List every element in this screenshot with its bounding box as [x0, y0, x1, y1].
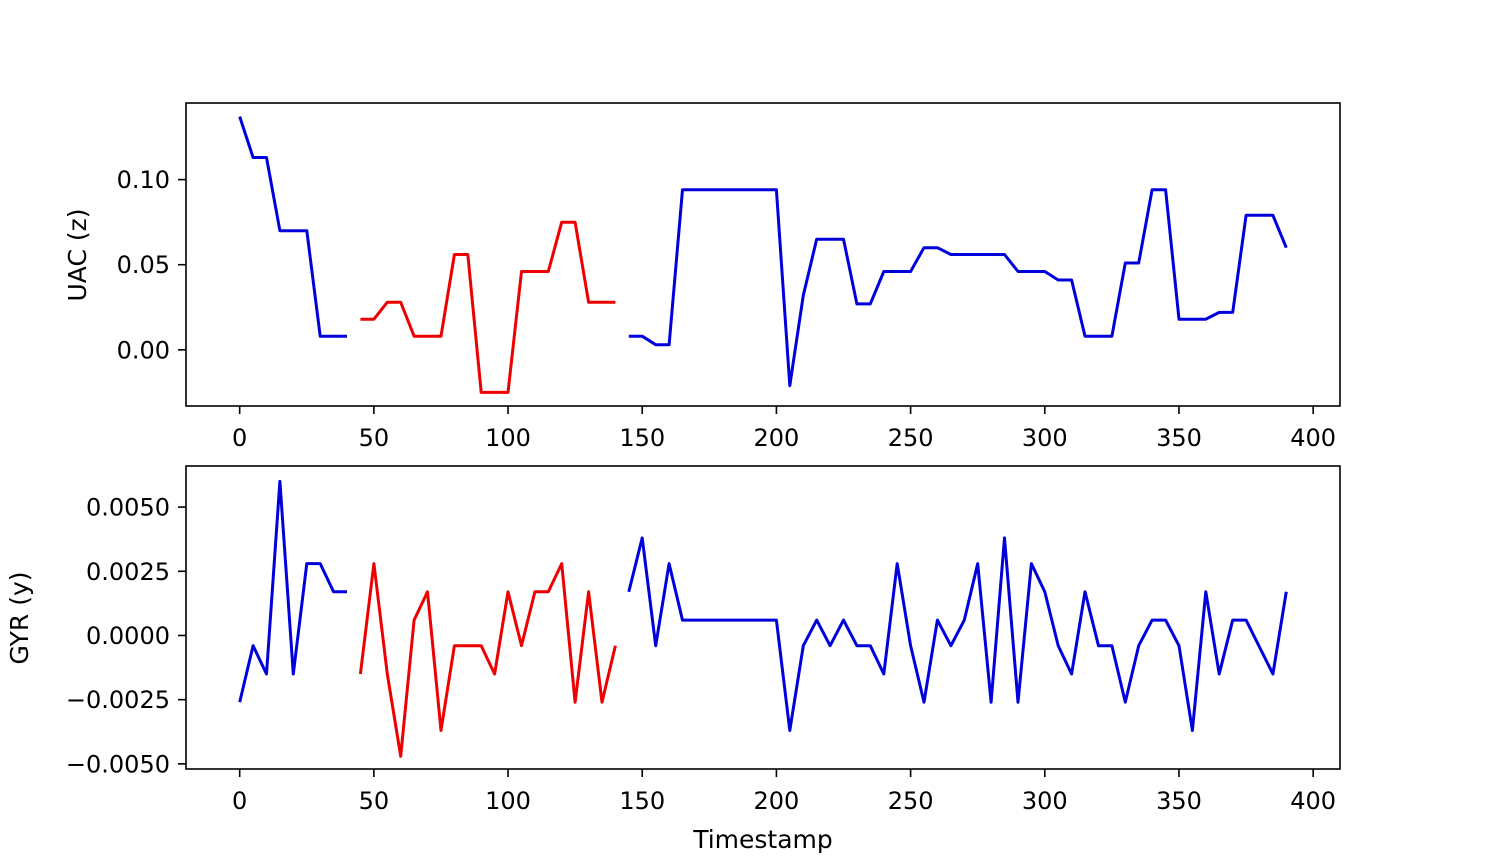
bottom-series-line-3 — [627, 536, 1288, 732]
top-x-tick-label: 150 — [619, 424, 665, 452]
top-y-axis-label: UAC (z) — [63, 209, 92, 302]
bottom-axes-frame — [185, 465, 1341, 770]
top-plot-lines — [238, 116, 1288, 394]
top-x-tick-label: 300 — [1022, 424, 1068, 452]
bottom-x-tick-label: 400 — [1290, 787, 1336, 815]
top-y-ticks: 0.00 0.05 0.10 — [117, 166, 186, 364]
bottom-subplot: 0 50 100 150 200 250 300 350 400 −0.0050 −0.0025 0… — [5, 465, 1341, 854]
bottom-plot-lines — [238, 479, 1288, 758]
bottom-x-tick-label: 150 — [619, 787, 665, 815]
bottom-x-tick-label: 200 — [754, 787, 800, 815]
top-subplot: 0 50 100 150 200 250 300 350 400 0.00 0.05 0.10 UA… — [63, 102, 1341, 452]
bottom-x-tick-label: 100 — [485, 787, 531, 815]
top-y-tick-label: 0.10 — [117, 166, 170, 194]
top-x-tick-label: 350 — [1156, 424, 1202, 452]
top-y-tick-label: 0.00 — [117, 336, 170, 364]
top-x-tick-label: 250 — [888, 424, 934, 452]
bottom-y-axis-label: GYR (y) — [5, 571, 34, 664]
top-series-line-1 — [238, 116, 347, 338]
bottom-x-tick-label: 0 — [232, 787, 247, 815]
bottom-x-tick-label: 50 — [359, 787, 390, 815]
bottom-y-tick-label: 0.0000 — [86, 622, 170, 650]
bottom-x-tick-label: 350 — [1156, 787, 1202, 815]
bottom-y-tick-label: −0.0025 — [66, 686, 170, 714]
bottom-series-line-2 — [358, 562, 617, 758]
bottom-y-tick-label: 0.0025 — [86, 558, 170, 586]
top-x-tick-label: 0 — [232, 424, 247, 452]
bottom-y-ticks: −0.0050 −0.0025 0.0000 0.0025 0.0050 — [66, 494, 186, 778]
top-x-tick-label: 200 — [754, 424, 800, 452]
top-series-line-3 — [628, 188, 1288, 388]
top-axes-frame — [185, 102, 1341, 407]
top-x-tick-label: 400 — [1290, 424, 1336, 452]
top-x-tick-label: 100 — [485, 424, 531, 452]
top-x-tick-label: 50 — [359, 424, 390, 452]
x-axis-label: Timestamp — [692, 825, 833, 854]
bottom-x-ticks: 0 50 100 150 200 250 300 350 400 — [232, 769, 1336, 815]
top-series-line-2 — [360, 220, 616, 394]
bottom-x-tick-label: 300 — [1022, 787, 1068, 815]
bottom-y-tick-label: 0.0050 — [86, 494, 170, 522]
top-x-ticks: 0 50 100 150 200 250 300 350 400 — [232, 406, 1336, 452]
bottom-y-tick-label: −0.0050 — [66, 750, 170, 778]
bottom-x-tick-label: 250 — [888, 787, 934, 815]
top-y-tick-label: 0.05 — [117, 251, 170, 279]
bottom-series-line-1 — [238, 479, 347, 703]
